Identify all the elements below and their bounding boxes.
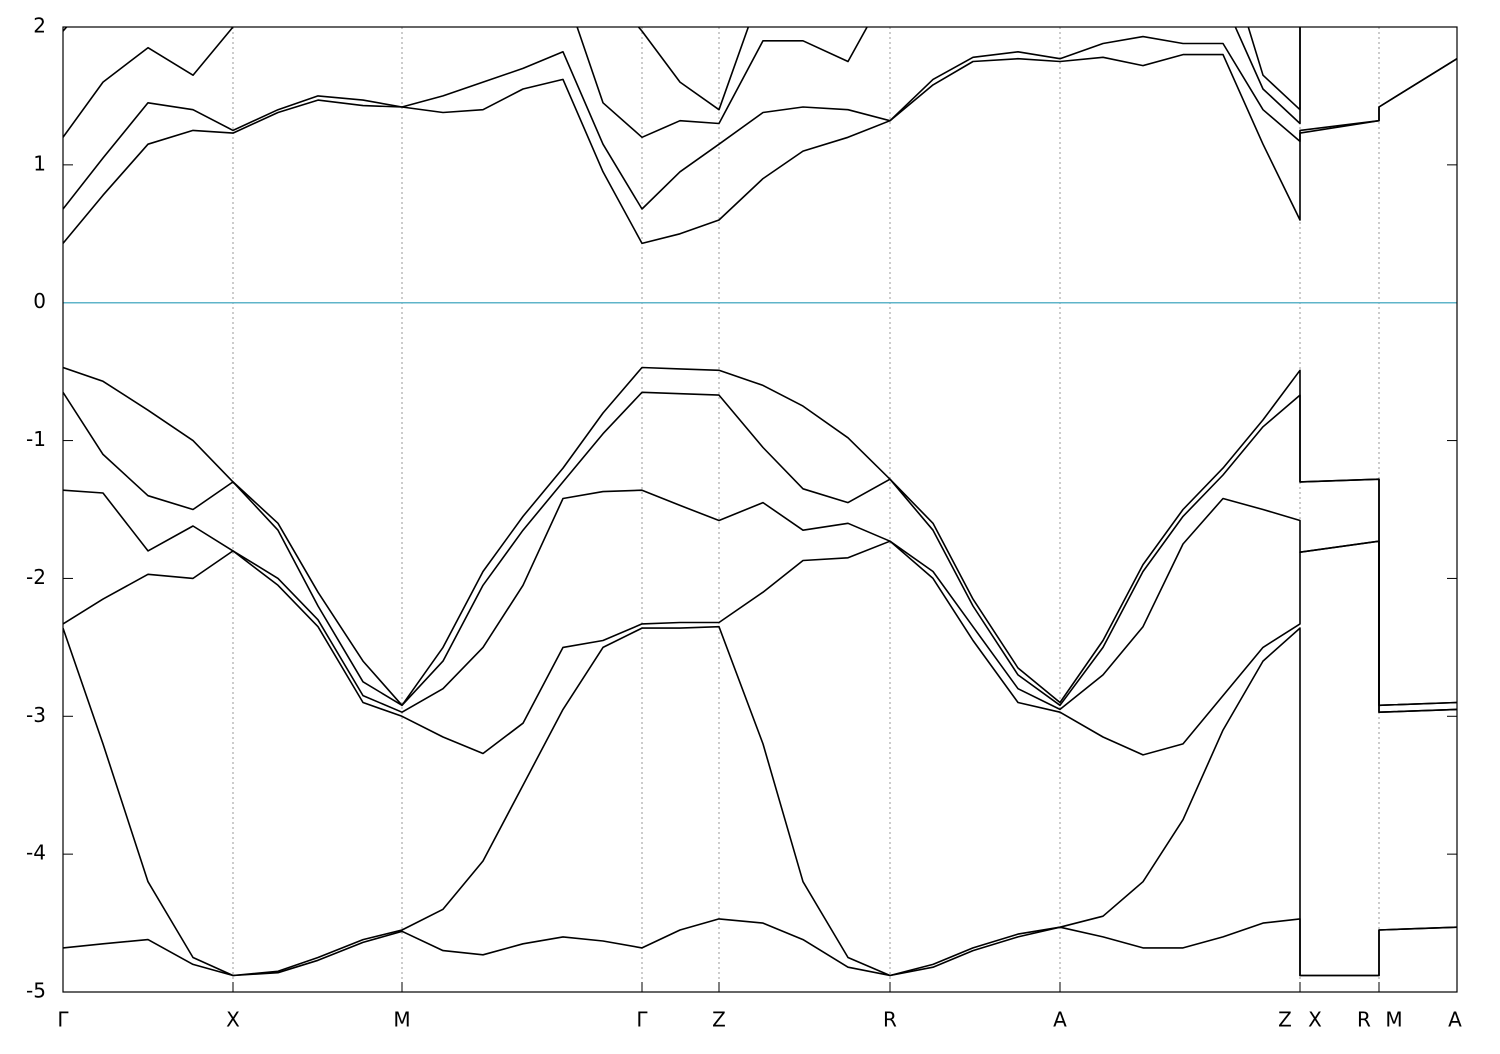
y-tick-label: -5 [26, 979, 46, 1003]
band-line [63, 391, 1457, 707]
band-line [63, 540, 1457, 756]
x-tick-label: M [393, 1008, 410, 1032]
x-tick-label: Γ [636, 1008, 648, 1032]
band-line [63, 53, 1457, 245]
x-tick-label: X [226, 1008, 240, 1032]
band-line [63, 27, 1301, 111]
plot-frame [62, 26, 1458, 993]
x-tick-label: M [1385, 1008, 1402, 1032]
band-line [63, 35, 1457, 210]
y-tick-label: 1 [33, 151, 46, 175]
y-tick-label: -2 [26, 565, 46, 589]
y-tick-label: -1 [26, 427, 46, 451]
x-tick-label: Z [712, 1008, 726, 1032]
x-tick-label: A [1053, 1008, 1067, 1032]
x-tick-label: X [1308, 1008, 1322, 1032]
x-tick-label: Z [1278, 1008, 1292, 1032]
y-tick-label: 0 [33, 289, 46, 313]
band-line [63, 918, 1457, 977]
x-tick-label: R [1357, 1008, 1371, 1032]
bands [63, 27, 1457, 977]
y-tick-label: 2 [33, 14, 46, 38]
band-line [63, 625, 1457, 977]
x-tick-label: Γ [57, 1008, 69, 1032]
band-line [63, 489, 1457, 713]
y-tick-label: -4 [26, 841, 46, 865]
y-tick-label: -3 [26, 703, 46, 727]
band-line [63, 27, 1301, 139]
x-tick-label: R [883, 1008, 897, 1032]
band-line [63, 366, 1457, 707]
x-tick-label: A [1448, 1008, 1462, 1032]
